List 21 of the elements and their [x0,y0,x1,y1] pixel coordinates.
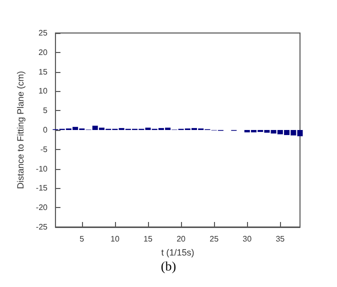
y-tick-label: -25 [36,222,48,232]
y-tick-label: 5 [43,106,48,116]
y-tick-label: 10 [38,86,48,96]
x-tick-label: 25 [210,234,220,244]
x-tick-label: 30 [242,234,252,244]
x-tick-label: 20 [176,234,186,244]
y-tick-label: -15 [36,184,48,193]
x-tick-label: 10 [110,234,120,244]
y-tick-label: 20 [38,48,48,57]
text: (b) [160,258,176,274]
x-axis-title: t (1/15s) [161,247,194,258]
y-tick-label: -5 [40,144,48,154]
x-tick-label: 5 [80,234,85,244]
y-tick-label: -10 [36,164,48,174]
y-tick-label: 25 [38,28,48,38]
x-tick-label: 15 [144,234,153,244]
y-tick-label: 15 [38,67,48,76]
y-axis-title: Distance to Fitting Plane (cm) [16,70,26,190]
y-tick-label: 0 [43,126,48,134]
y-tick-label: -20 [36,203,48,212]
x-tick-label: 35 [276,234,286,244]
